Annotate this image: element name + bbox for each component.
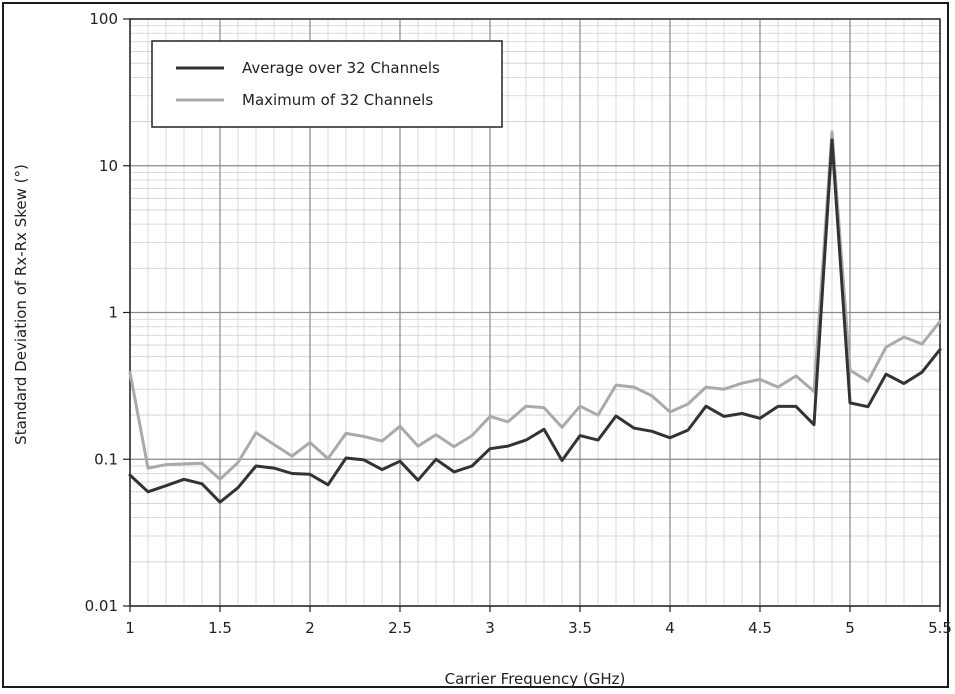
y-tick-label: 1	[108, 304, 118, 322]
legend-box	[151, 40, 503, 128]
y-tick-label: 0.01	[85, 597, 118, 615]
x-tick-label: 2	[305, 619, 315, 637]
x-tick-label: 5.5	[928, 619, 952, 637]
series-layer	[128, 130, 942, 504]
series-line-average	[128, 138, 942, 504]
x-tick-label: 5	[845, 619, 855, 637]
y-tick-label: 100	[89, 10, 118, 28]
y-axis-title: Standard Deviation of Rx-Rx Skew (°)	[12, 164, 30, 445]
legend: Average over 32 Channels Maximum of 32 C…	[151, 40, 503, 128]
legend-label-average: Average over 32 Channels	[242, 59, 440, 77]
x-tick-label: 1	[125, 619, 135, 637]
y-tick-label: 0.1	[94, 450, 118, 468]
x-tick-label: 4.5	[748, 619, 772, 637]
x-axis-title: Carrier Frequency (GHz)	[445, 670, 626, 688]
x-tick-label: 3	[485, 619, 495, 637]
x-tick-label: 4	[665, 619, 675, 637]
legend-label-maximum: Maximum of 32 Channels	[242, 91, 433, 109]
series-line-maximum	[128, 130, 942, 481]
x-axis-ticks: 1 1.5 2 2.5 3 3.5 4 4.5 5 5.5	[125, 606, 952, 637]
x-tick-label: 3.5	[568, 619, 592, 637]
y-axis-ticks: 0.01 0.1 1 10 100	[85, 10, 130, 615]
y-tick-label: 10	[99, 157, 118, 175]
x-tick-label: 1.5	[208, 619, 232, 637]
x-tick-label: 2.5	[388, 619, 412, 637]
